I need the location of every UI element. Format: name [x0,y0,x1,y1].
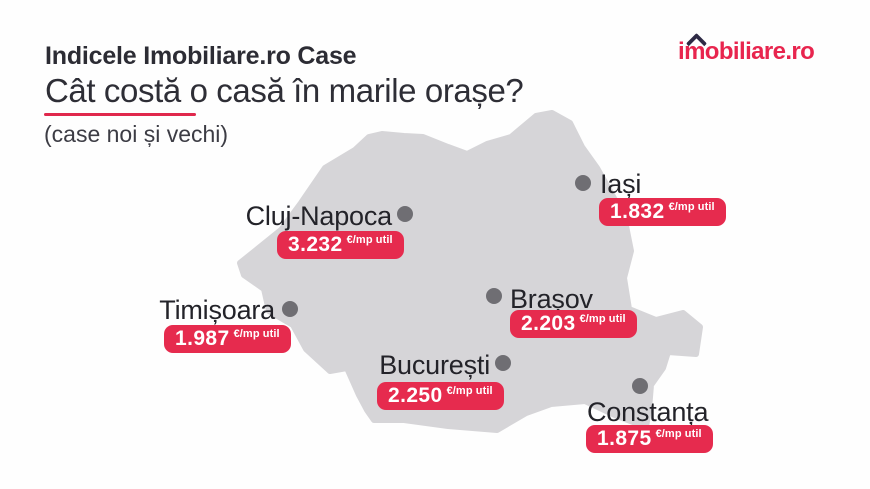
city-name-constanta: Constanța [587,397,709,427]
price-value-bucuresti: 2.250 [388,384,443,407]
price-badge-bucuresti: 2.250 €/mp util [377,382,504,410]
price-value-iasi: 1.832 [610,200,665,223]
city-marker-iasi [575,175,591,191]
brand-logo-text: imobiliare.ro [678,38,815,65]
city-marker-cluj-napoca [397,206,413,222]
city-name-timisoara: Timișoara [159,295,275,325]
price-value-cluj-napoca: 3.232 [288,233,343,256]
city-marker-timisoara [282,301,298,317]
brand-logo: imobiliare.ro [678,32,815,66]
city-name-brasov: Brașov [510,284,593,314]
page-title: Indicele Imobiliare.ro Case [45,42,357,70]
price-unit-iasi: €/mp util [668,201,715,213]
price-badge-timisoara: 1.987 €/mp util [164,325,291,353]
price-unit-brasov: €/mp util [579,313,626,325]
city-marker-brasov [486,288,502,304]
price-badge-iasi: 1.832 €/mp util [599,198,726,226]
subtitle-underline [44,113,196,116]
city-name-cluj-napoca: Cluj-Napoca [245,201,393,231]
city-name-iasi: Iași [600,169,642,199]
price-unit-timisoara: €/mp util [233,328,280,340]
city-marker-bucuresti [495,355,511,371]
price-value-timisoara: 1.987 [175,327,230,350]
romania-outline [237,110,703,433]
price-value-constanta: 1.875 [597,427,652,450]
price-value-brasov: 2.203 [521,312,576,335]
city-marker-constanta [632,378,648,394]
page-subtitle: Cât costă o casă în marile orașe? [45,72,524,109]
price-unit-cluj-napoca: €/mp util [346,234,393,246]
price-unit-constanta: €/mp util [655,428,702,440]
price-badge-brasov: 2.203 €/mp util [510,310,637,338]
price-badge-constanta: 1.875 €/mp util [586,425,713,453]
subtitle-note: (case noi și vechi) [44,121,229,147]
city-name-bucuresti: București [379,350,490,380]
price-unit-bucuresti: €/mp util [446,385,493,397]
price-badge-cluj-napoca: 3.232 €/mp util [277,231,404,259]
